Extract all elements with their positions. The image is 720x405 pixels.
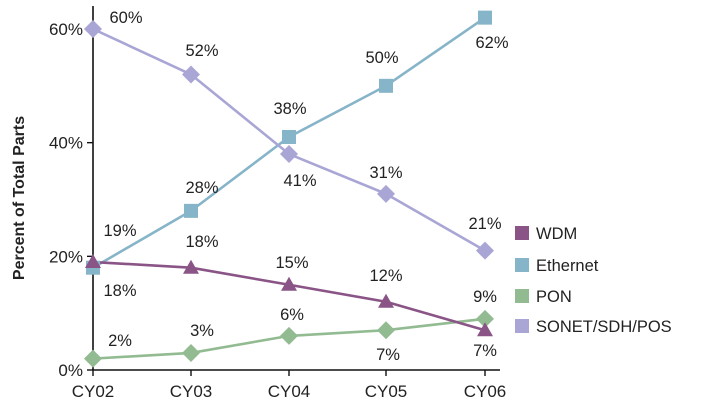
data-point: [377, 184, 395, 203]
legend-swatch: [515, 289, 529, 303]
legend-label: SONET/SDH/POS: [536, 318, 672, 336]
data-label: 18%: [103, 282, 136, 300]
data-point: [477, 322, 493, 337]
data-point: [84, 349, 102, 368]
data-label: 41%: [283, 172, 316, 190]
data-label: 2%: [108, 332, 132, 350]
data-label: 9%: [473, 288, 497, 306]
data-label: 50%: [365, 49, 398, 67]
legend-label: WDM: [536, 225, 577, 243]
x-tick-label: CY04: [268, 382, 311, 401]
data-label: 62%: [475, 34, 508, 52]
data-label: 52%: [185, 42, 218, 60]
data-label: 31%: [369, 164, 402, 182]
data-point: [476, 309, 494, 328]
y-tick-label: 20%: [49, 247, 83, 266]
data-point: [182, 65, 200, 84]
axes: 0% 20% 40% 60% CY02 CY03 CY04 CY05 CY06 Percent o…: [11, 6, 506, 401]
data-point: [378, 293, 394, 308]
legend-swatch: [515, 319, 529, 333]
y-tick-label: 40%: [49, 134, 83, 153]
data-label: 18%: [185, 233, 218, 251]
data-point: [280, 326, 298, 345]
data-label: 12%: [369, 267, 402, 285]
x-tick-label: CY03: [170, 382, 213, 401]
legend-swatch: [515, 226, 529, 240]
data-label: 15%: [275, 254, 308, 272]
legend-item: PON: [515, 288, 572, 306]
y-tick-label: 0%: [58, 361, 83, 380]
data-point: [85, 254, 101, 269]
legend-item: SONET/SDH/POS: [515, 318, 672, 336]
data-label: 7%: [376, 346, 400, 364]
data-point: [182, 343, 200, 362]
data-point: [379, 78, 393, 93]
data-point: [478, 10, 492, 25]
data-label: 60%: [109, 9, 142, 27]
legend-label: PON: [536, 288, 572, 306]
data-point: [476, 241, 494, 260]
data-point: [282, 129, 296, 144]
data-point: [184, 203, 198, 218]
data-label: 3%: [190, 322, 214, 340]
data-label: 19%: [103, 222, 136, 240]
data-label: 38%: [273, 100, 306, 118]
data-point: [84, 20, 102, 38]
series-markers: [84, 10, 494, 368]
data-labels: 19% 18% 15% 12% 7% 18% 28% 41% 50% 62% 2% 3% 6% 7% 9% 6…: [103, 9, 508, 364]
data-label: 7%: [473, 342, 497, 360]
x-tick-label: CY02: [72, 382, 115, 401]
data-point: [377, 321, 395, 340]
data-point: [183, 259, 199, 274]
y-tick-label: 60%: [49, 20, 83, 39]
data-label: 28%: [185, 179, 218, 197]
x-tick-label: CY05: [365, 382, 408, 401]
data-label: 21%: [468, 215, 501, 233]
legend: WDM Ethernet PON SONET/SDH/POS: [515, 225, 672, 336]
legend-label: Ethernet: [536, 257, 599, 275]
y-axis-title: Percent of Total Parts: [11, 116, 28, 280]
x-tick-label: CY06: [464, 382, 507, 401]
legend-item: Ethernet: [515, 257, 599, 275]
data-label: 6%: [280, 306, 304, 324]
legend-swatch: [515, 258, 529, 272]
legend-item: WDM: [515, 225, 577, 243]
data-point: [280, 145, 298, 164]
data-point: [281, 276, 297, 291]
